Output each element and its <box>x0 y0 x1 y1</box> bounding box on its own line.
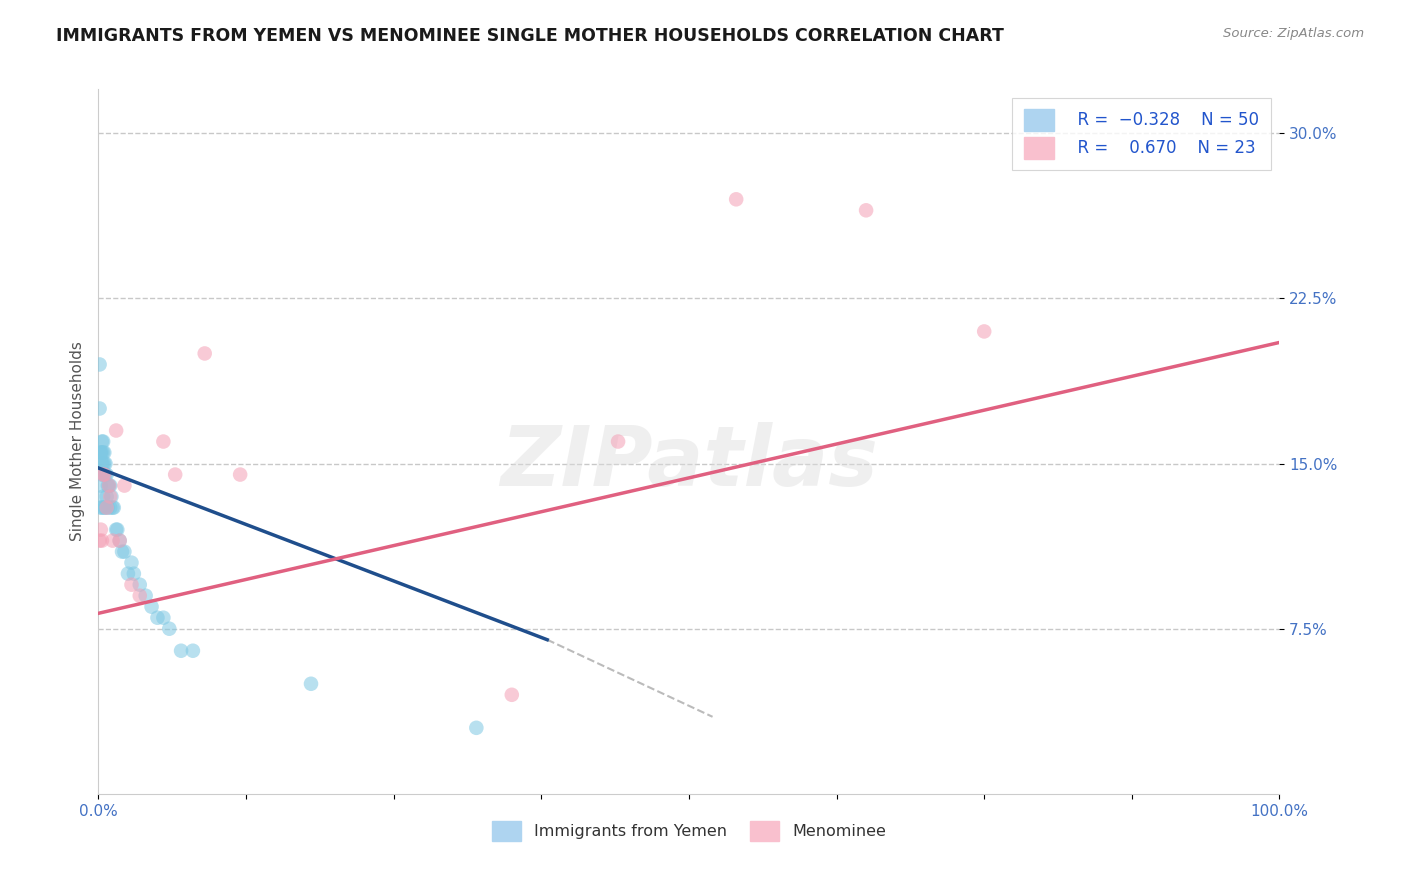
Point <box>152 434 174 449</box>
Point <box>108 533 131 548</box>
Point <box>128 577 150 591</box>
Point <box>97 500 120 515</box>
Point <box>89 358 111 372</box>
Point <box>91 467 114 482</box>
Text: Source: ZipAtlas.com: Source: ZipAtlas.com <box>1223 27 1364 40</box>
Point <box>90 445 112 459</box>
Point <box>101 500 124 515</box>
Point <box>121 577 143 591</box>
Point <box>141 599 163 614</box>
Point <box>165 467 187 482</box>
Point <box>89 533 111 548</box>
Point <box>105 523 128 537</box>
Point <box>121 556 143 570</box>
Point <box>146 610 169 624</box>
Point <box>111 544 134 558</box>
Point <box>91 457 114 471</box>
Point <box>93 445 115 459</box>
Point <box>101 533 124 548</box>
Y-axis label: Single Mother Households: Single Mother Households <box>69 342 84 541</box>
Point <box>465 721 488 735</box>
Point <box>105 523 128 537</box>
Point <box>100 490 122 504</box>
Point <box>128 589 150 603</box>
Point <box>181 644 204 658</box>
Point <box>89 401 111 416</box>
Point <box>91 445 114 459</box>
Point <box>103 500 125 515</box>
Point <box>94 457 117 471</box>
Point <box>90 500 112 515</box>
Point <box>91 445 114 459</box>
Point <box>93 457 115 471</box>
Point <box>170 644 193 658</box>
Point <box>135 589 157 603</box>
Point <box>98 490 121 504</box>
Point <box>97 478 120 492</box>
Point <box>117 566 139 581</box>
Point <box>229 467 252 482</box>
Point <box>91 434 114 449</box>
Point <box>91 533 114 548</box>
Point <box>152 610 174 624</box>
Point <box>98 500 121 515</box>
Point <box>299 677 322 691</box>
Legend: Immigrants from Yemen, Menominee: Immigrants from Yemen, Menominee <box>484 813 894 849</box>
Point <box>855 203 877 218</box>
Text: ZIPatlas: ZIPatlas <box>501 422 877 503</box>
Point <box>96 467 118 482</box>
Point <box>90 523 112 537</box>
Point <box>501 688 523 702</box>
Point <box>98 478 121 492</box>
Point <box>91 457 114 471</box>
Point <box>607 434 630 449</box>
Point <box>96 500 118 515</box>
Point <box>91 500 114 515</box>
Point <box>90 445 112 459</box>
Point <box>98 478 121 492</box>
Point <box>91 490 114 504</box>
Point <box>94 500 117 515</box>
Text: IMMIGRANTS FROM YEMEN VS MENOMINEE SINGLE MOTHER HOUSEHOLDS CORRELATION CHART: IMMIGRANTS FROM YEMEN VS MENOMINEE SINGL… <box>56 27 1004 45</box>
Point <box>93 467 115 482</box>
Point <box>91 467 114 482</box>
Point <box>112 478 135 492</box>
Point <box>90 478 112 492</box>
Point <box>98 478 121 492</box>
Point <box>105 424 128 438</box>
Point <box>108 533 131 548</box>
Point <box>96 490 118 504</box>
Point <box>725 192 748 206</box>
Point <box>157 622 180 636</box>
Point <box>93 500 115 515</box>
Point <box>122 566 145 581</box>
Point <box>91 434 114 449</box>
Point <box>112 544 135 558</box>
Point <box>194 346 217 360</box>
Point <box>94 467 117 482</box>
Point <box>973 325 995 339</box>
Point <box>93 467 115 482</box>
